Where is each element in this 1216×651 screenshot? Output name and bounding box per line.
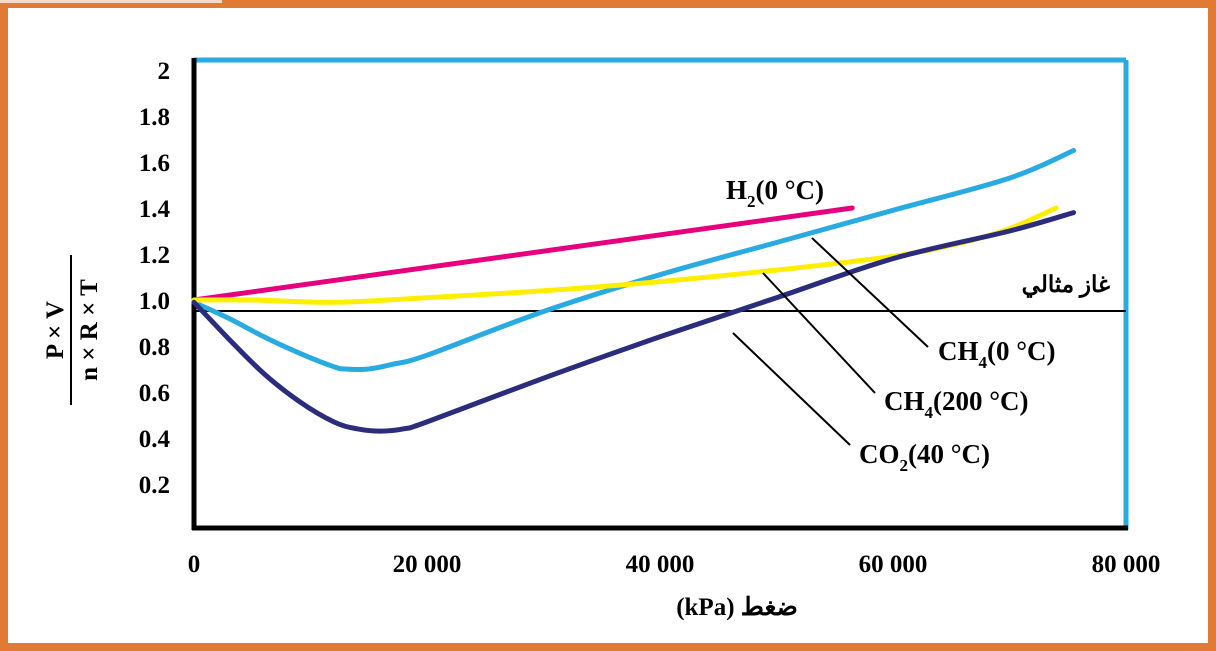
label-ch4-0: CH4(0 °C) <box>938 336 1056 372</box>
label-h2: H2(0 °C) <box>726 175 824 211</box>
y-tick-label: 1.8 <box>139 104 170 131</box>
y-tick-label: 2 <box>158 58 171 85</box>
y-tick-label: 0.8 <box>139 334 170 361</box>
y-tick-label: 1.2 <box>139 242 170 269</box>
x-tick-label: 20 000 <box>393 551 462 578</box>
y-axis-title-numerator: P × V <box>42 301 69 359</box>
label-ideal-gas: غاز مثالي <box>1022 272 1110 299</box>
frame-corner-accent <box>0 0 222 3</box>
series-line-co2_40 <box>191 210 1077 434</box>
y-axis-title-denominator: n × R × T <box>76 279 103 381</box>
leader-co2-40 <box>732 332 851 446</box>
series-line-ch4_0 <box>191 148 1077 372</box>
label-ch4-200: CH4(200 °C) <box>884 386 1029 422</box>
y-tick-label: 1.4 <box>139 196 171 223</box>
x-tick-label: 0 <box>188 551 201 578</box>
leader-ch4-0 <box>811 237 929 348</box>
y-tick-labels: 0.2 0.4 0.6 0.8 1.0 1.2 1.4 1.6 1.8 2 <box>139 58 171 499</box>
x-tick-label: 60 000 <box>859 551 928 578</box>
y-tick-label: 1.0 <box>139 288 170 315</box>
leader-ch4-200 <box>762 272 876 394</box>
label-co2-40: CO2(40 °C) <box>859 439 990 475</box>
y-axis-title: P × V n × R × T <box>42 255 103 405</box>
x-tick-labels: 0 20 000 40 000 60 000 80 000 <box>188 551 1161 578</box>
series-line-h2 <box>191 205 855 303</box>
x-tick-label: 40 000 <box>626 551 695 578</box>
y-tick-label: 0.2 <box>139 472 170 499</box>
x-axis-title: ضغط (kPa) <box>676 594 798 621</box>
y-tick-label: 0.4 <box>139 426 171 453</box>
x-tick-label: 80 000 <box>1092 551 1161 578</box>
series-lines <box>191 148 1077 434</box>
y-tick-label: 1.6 <box>139 150 170 177</box>
y-tick-label: 0.6 <box>139 380 170 407</box>
